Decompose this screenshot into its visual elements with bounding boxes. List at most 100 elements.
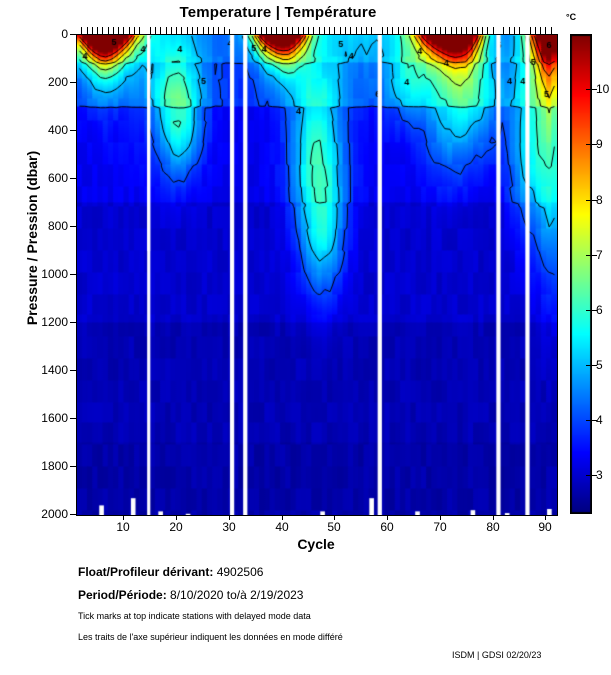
delayed-mode-tick — [87, 27, 88, 34]
x-tick-mark-top — [229, 29, 230, 34]
delayed-mode-tick — [519, 27, 520, 34]
delayed-mode-tick — [113, 27, 114, 34]
delayed-mode-tick — [477, 27, 478, 34]
colorbar-tick-mark — [586, 200, 592, 201]
delayed-mode-tick — [313, 27, 314, 34]
delayed-mode-tick — [224, 27, 225, 34]
x-tick-label: 20 — [169, 520, 183, 534]
y-tick-label: 200 — [47, 75, 68, 89]
delayed-mode-tick — [472, 27, 473, 34]
colorbar[interactable] — [570, 34, 592, 514]
x-tick-label: 80 — [486, 520, 500, 534]
y-tick-label: 1600 — [41, 411, 68, 425]
y-tick-label: 2000 — [41, 507, 68, 521]
float-id-label: Float/Profileur dérivant: — [78, 565, 214, 579]
period-value: 8/10/2020 to/à 2/19/2023 — [170, 588, 304, 602]
delayed-mode-tick — [482, 27, 483, 34]
delayed-mode-tick — [218, 27, 219, 34]
delayed-mode-tick — [176, 27, 177, 34]
colorbar-tick-mark-outer — [592, 365, 597, 366]
y-tick-label: 1400 — [41, 363, 68, 377]
x-tick-label: 30 — [222, 520, 236, 534]
delayed-mode-tick — [408, 27, 409, 34]
float-id-value: 4902506 — [216, 565, 264, 579]
delayed-mode-tick — [530, 27, 531, 34]
delayed-mode-tick — [166, 27, 167, 34]
y-tick-mark — [70, 322, 76, 323]
y-tick-mark — [70, 178, 76, 179]
delayed-mode-tick — [171, 27, 172, 34]
delayed-mode-tick — [361, 27, 362, 34]
delayed-mode-tick — [92, 27, 93, 34]
x-tick-mark — [282, 515, 283, 520]
delayed-mode-tick — [487, 27, 488, 34]
delayed-mode-tick — [340, 27, 341, 34]
delayed-mode-tick — [187, 27, 188, 34]
colorbar-tick-mark-outer — [592, 89, 597, 90]
colorbar-tick-mark-outer — [592, 255, 597, 256]
float-id-line: Float/Profileur dérivant: 4902506 — [78, 565, 598, 579]
colorbar-tick-label: 9 — [596, 137, 603, 151]
colorbar-unit-label: °C — [566, 12, 577, 22]
colorbar-tick-label: 3 — [596, 468, 603, 482]
delayed-mode-tick — [509, 27, 510, 34]
delayed-mode-tick — [350, 27, 351, 34]
colorbar-tick-mark — [586, 420, 592, 421]
period-line: Period/Période: 8/10/2020 to/à 2/19/2023 — [78, 588, 598, 602]
delayed-mode-tick — [329, 27, 330, 34]
colorbar-tick-label: 7 — [596, 248, 603, 262]
y-tick-label: 400 — [47, 123, 68, 137]
x-tick-mark — [176, 515, 177, 520]
delayed-mode-tick — [545, 27, 546, 34]
colorbar-tick-label: 10 — [596, 82, 610, 96]
delayed-mode-tick — [398, 27, 399, 34]
delayed-mode-tick — [139, 27, 140, 34]
y-tick-mark — [70, 466, 76, 467]
delayed-mode-tick — [392, 27, 393, 34]
note-english: Tick marks at top indicate stations with… — [78, 611, 311, 621]
delayed-mode-tick — [371, 27, 372, 34]
temperature-section-plot[interactable] — [76, 34, 558, 516]
delayed-mode-tick — [282, 27, 283, 34]
x-tick-label: 60 — [380, 520, 394, 534]
colorbar-tick-mark-outer — [592, 310, 597, 311]
colorbar-tick-label: 5 — [596, 358, 603, 372]
colorbar-tick-mark-outer — [592, 420, 597, 421]
delayed-mode-tick — [334, 27, 335, 34]
y-tick-mark — [70, 226, 76, 227]
colorbar-tick-label: 6 — [596, 303, 603, 317]
y-tick-mark — [70, 34, 76, 35]
delayed-mode-tick — [445, 27, 446, 34]
delayed-mode-tick — [150, 27, 151, 34]
delayed-mode-tick — [160, 27, 161, 34]
colorbar-tick-mark — [586, 365, 592, 366]
x-tick-mark — [545, 515, 546, 520]
delayed-mode-tick — [102, 27, 103, 34]
x-tick-mark — [440, 515, 441, 520]
y-tick-label: 600 — [47, 171, 68, 185]
colorbar-gradient — [570, 34, 592, 514]
delayed-mode-tick — [81, 27, 82, 34]
delayed-mode-tick — [493, 27, 494, 34]
y-tick-mark — [70, 514, 76, 515]
delayed-mode-tick — [366, 27, 367, 34]
delayed-mode-tick — [213, 27, 214, 34]
x-tick-label: 40 — [275, 520, 289, 534]
y-tick-label: 800 — [47, 219, 68, 233]
x-tick-label: 70 — [433, 520, 447, 534]
footer-block: Float/Profileur dérivant: 4902506 Period… — [78, 565, 598, 653]
colorbar-tick-mark — [586, 310, 592, 311]
y-tick-mark — [70, 82, 76, 83]
note-french: Les traits de l'axe supérieur indiquent … — [78, 632, 343, 642]
y-tick-label: 1200 — [41, 315, 68, 329]
colorbar-tick-label: 8 — [596, 193, 603, 207]
delayed-mode-tick — [123, 27, 124, 34]
delayed-mode-tick — [134, 27, 135, 34]
delayed-mode-tick — [456, 27, 457, 34]
delayed-mode-tick — [298, 27, 299, 34]
delayed-mode-tick — [551, 27, 552, 34]
colorbar-tick-mark — [586, 255, 592, 256]
delayed-mode-tick — [155, 27, 156, 34]
delayed-mode-tick — [208, 27, 209, 34]
delayed-mode-tick — [97, 27, 98, 34]
